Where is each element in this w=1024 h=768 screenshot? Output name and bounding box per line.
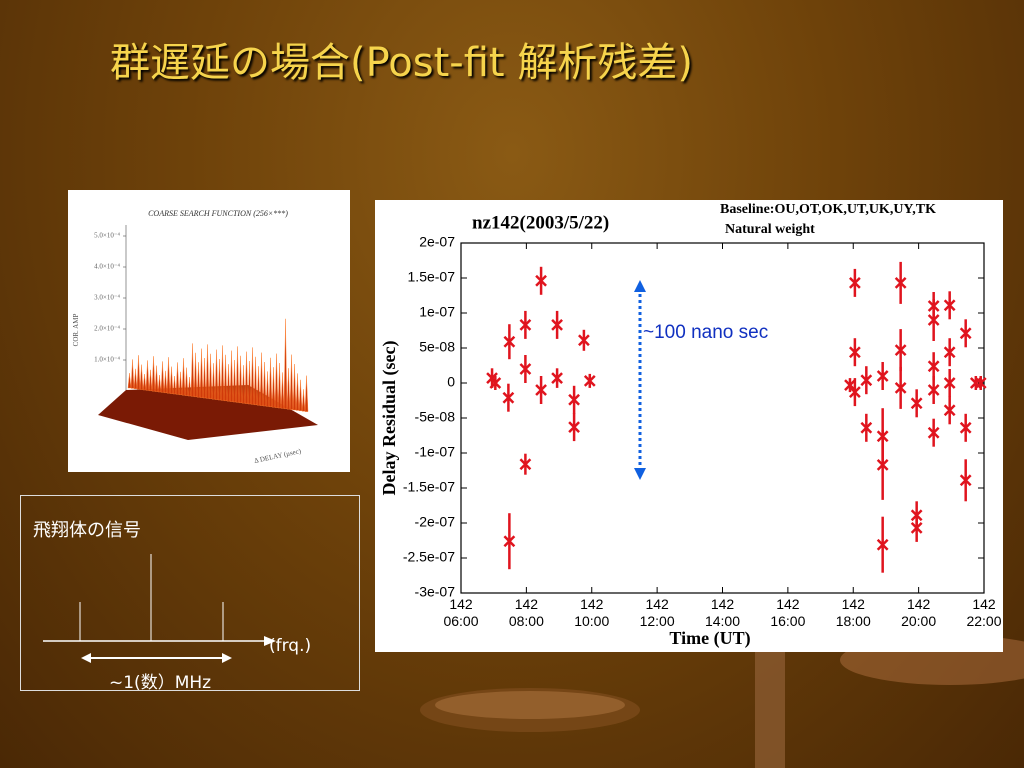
diagram-title: 飛翔体の信号 bbox=[33, 520, 141, 541]
point bbox=[551, 372, 563, 384]
x-tick-label: 142 10:00 bbox=[574, 596, 610, 629]
point bbox=[860, 421, 873, 434]
search-y-tick-label: 2.0×10⁻⁴ bbox=[94, 325, 120, 333]
search-surface bbox=[127, 318, 309, 412]
point bbox=[860, 374, 873, 387]
y-tick-label: -1.5e-07 bbox=[403, 479, 455, 495]
point bbox=[503, 335, 516, 348]
point bbox=[551, 319, 563, 331]
point bbox=[910, 397, 923, 410]
x-tick-label: 142 12:00 bbox=[639, 596, 675, 629]
chart-panel: nz142(2003/5/22) Baseline:OU,OT,OK,UT,UK… bbox=[375, 200, 1003, 652]
point bbox=[578, 334, 590, 347]
diagram-axis-label: (frq.) bbox=[269, 636, 312, 656]
search-title: COARSE SEARCH FUNCTION (256×***) bbox=[148, 209, 288, 218]
point bbox=[503, 535, 516, 548]
plot-frame bbox=[460, 242, 985, 594]
y-tick-label: -2.5e-07 bbox=[403, 549, 455, 565]
point bbox=[844, 379, 856, 391]
point bbox=[849, 277, 861, 289]
point bbox=[876, 538, 889, 551]
y-tick-label: 5e-08 bbox=[419, 339, 455, 355]
x-tick-label: 142 06:00 bbox=[443, 596, 479, 629]
point bbox=[943, 346, 956, 359]
x-tick-label: 142 18:00 bbox=[835, 596, 871, 629]
point bbox=[943, 299, 956, 312]
y-tick-label: 1.5e-07 bbox=[408, 269, 456, 285]
point bbox=[927, 360, 940, 373]
signal-diagram: 飛翔体の信号 (frq.) ~1(数）MHz bbox=[20, 495, 360, 693]
point bbox=[927, 300, 940, 312]
point bbox=[568, 393, 580, 406]
point bbox=[519, 363, 532, 375]
search-plot: COARSE SEARCH FUNCTION (256×***) COR. AM… bbox=[68, 190, 350, 472]
diagram-lines bbox=[43, 554, 276, 663]
diagram-span-label: ~1(数）MHz bbox=[109, 673, 212, 693]
point bbox=[959, 327, 972, 340]
x-tick-label: 142 22:00 bbox=[966, 596, 1002, 629]
point bbox=[876, 459, 889, 471]
search-y-tick-label: 4.0×10⁻⁴ bbox=[94, 263, 120, 271]
point bbox=[943, 404, 956, 417]
y-axis-label: Delay Residual (sec) bbox=[379, 341, 400, 496]
point bbox=[849, 386, 861, 398]
x-tick-label: 142 16:00 bbox=[770, 596, 806, 629]
y-tick-label: -5e-08 bbox=[415, 409, 456, 425]
point bbox=[894, 344, 907, 356]
search-x-label: Δ DELAY (μsec) bbox=[253, 447, 302, 465]
point bbox=[535, 274, 547, 287]
x-tick-label: 142 14:00 bbox=[704, 596, 741, 629]
point bbox=[959, 421, 972, 434]
search-plot-svg: COARSE SEARCH FUNCTION (256×***) COR. AM… bbox=[72, 209, 318, 465]
slide-title: 群遅延の場合(Post-fit 解析残差) bbox=[110, 40, 693, 86]
search-y-tick-label: 5.0×10⁻⁴ bbox=[94, 232, 120, 240]
point bbox=[910, 522, 923, 534]
annotation-arrow-head bbox=[634, 468, 646, 480]
chart-title: nz142(2003/5/22) bbox=[472, 212, 609, 233]
y-tick-label: -2e-07 bbox=[415, 514, 456, 530]
x-axis-label: Time (UT) bbox=[669, 628, 750, 649]
point bbox=[519, 319, 532, 331]
point bbox=[583, 375, 596, 387]
point bbox=[894, 277, 907, 289]
point bbox=[927, 384, 940, 396]
chart-note: Natural weight bbox=[725, 222, 815, 237]
point bbox=[974, 377, 987, 389]
y-tick-label: 2e-07 bbox=[419, 234, 455, 250]
annotation: ~100 nano sec bbox=[643, 322, 768, 343]
x-tick-label: 142 20:00 bbox=[901, 596, 937, 629]
annotation-arrow-head bbox=[634, 280, 646, 292]
point bbox=[927, 426, 940, 439]
x-tick-label: 142 08:00 bbox=[508, 596, 544, 629]
chart: nz142(2003/5/22) Baseline:OU,OT,OK,UT,UK… bbox=[379, 202, 987, 649]
point bbox=[568, 421, 580, 433]
point bbox=[876, 370, 889, 382]
search-y-label: COR. AMP bbox=[72, 314, 80, 347]
chart-subtitle: Baseline:OU,OT,OK,UT,UK,UY,TK bbox=[720, 202, 936, 217]
y-tick-label: -1e-07 bbox=[415, 444, 456, 460]
point bbox=[959, 474, 972, 487]
point bbox=[535, 384, 547, 396]
point bbox=[519, 458, 532, 471]
y-tick-label: -3e-07 bbox=[415, 584, 456, 600]
point bbox=[943, 377, 956, 389]
search-y-tick-label: 1.0×10⁻⁴ bbox=[94, 356, 120, 364]
search-y-tick-label: 3.0×10⁻⁴ bbox=[94, 294, 120, 302]
y-tick-label: 1e-07 bbox=[419, 304, 455, 320]
point bbox=[502, 391, 515, 404]
point bbox=[894, 382, 907, 394]
point bbox=[849, 346, 861, 359]
y-tick-label: 0 bbox=[447, 374, 455, 390]
point bbox=[489, 377, 502, 389]
